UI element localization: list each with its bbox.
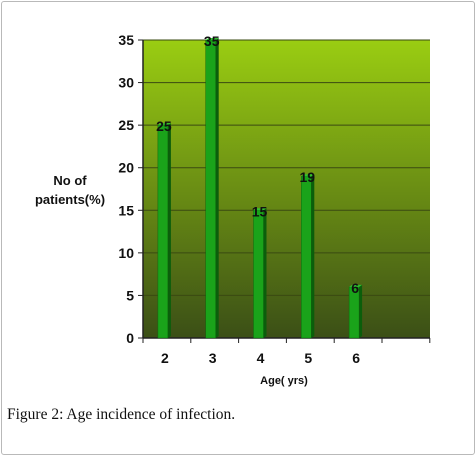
axes: [138, 39, 431, 343]
bar-side: [215, 38, 219, 338]
bar-side: [263, 208, 267, 338]
y-tick-label: 5: [126, 287, 134, 303]
data-label: 35: [204, 33, 220, 49]
data-labels: 25 35 15 19 6: [156, 33, 359, 296]
bar-top: [349, 284, 363, 287]
bar-top: [205, 38, 219, 40]
bar: [157, 124, 169, 339]
bar-side: [311, 174, 315, 338]
bars: [157, 38, 363, 339]
data-label: 6: [351, 280, 359, 296]
x-tick-label: 2: [161, 350, 169, 366]
y-tick-label: 25: [118, 117, 134, 133]
y-tick-label: 35: [118, 32, 134, 48]
y-axis-label-line-2: patients(%): [34, 192, 106, 207]
figure-caption: Figure 2: Age incidence of infection.: [7, 406, 235, 424]
y-axis-label: No of patients(%): [22, 171, 118, 209]
x-tick-label: 6: [352, 350, 360, 366]
bar: [253, 210, 264, 339]
y-axis-label-line-1: No of: [53, 173, 87, 188]
y-tick-labels: 0 5 10 15 20 25 30 35: [118, 32, 134, 346]
y-tick-label: 30: [118, 75, 134, 91]
x-tick-label: 3: [209, 350, 217, 366]
bar-top: [253, 208, 267, 211]
bar-top: [301, 174, 315, 177]
y-tick-label: 10: [118, 245, 134, 261]
bar-side: [167, 123, 171, 339]
data-label: 25: [156, 118, 172, 134]
data-label: 19: [300, 169, 316, 185]
bar-chart: 0 5 10 15 20 25 30 35 25 35 15 19 6 2 3 4 5 6 Age( yrs): [118, 32, 431, 387]
y-tick-label: 0: [126, 330, 134, 346]
bar: [205, 39, 216, 339]
y-tick-label: 20: [118, 160, 134, 176]
bar-top: [157, 123, 171, 126]
plot-area: [143, 40, 430, 338]
bar-side: [359, 284, 363, 338]
x-tick-label: 4: [257, 350, 265, 366]
x-axis-label: Age( yrs): [260, 375, 308, 387]
y-tick-label: 15: [118, 202, 134, 218]
x-tick-label: 5: [304, 350, 312, 366]
x-tick-labels: 2 3 4 5 6: [161, 350, 360, 366]
gridlines: [143, 39, 430, 296]
data-label: 15: [252, 203, 268, 219]
bar: [301, 175, 312, 339]
caption-text: Age incidence of infection.: [63, 406, 236, 423]
caption-label: Figure 2:: [7, 406, 64, 423]
